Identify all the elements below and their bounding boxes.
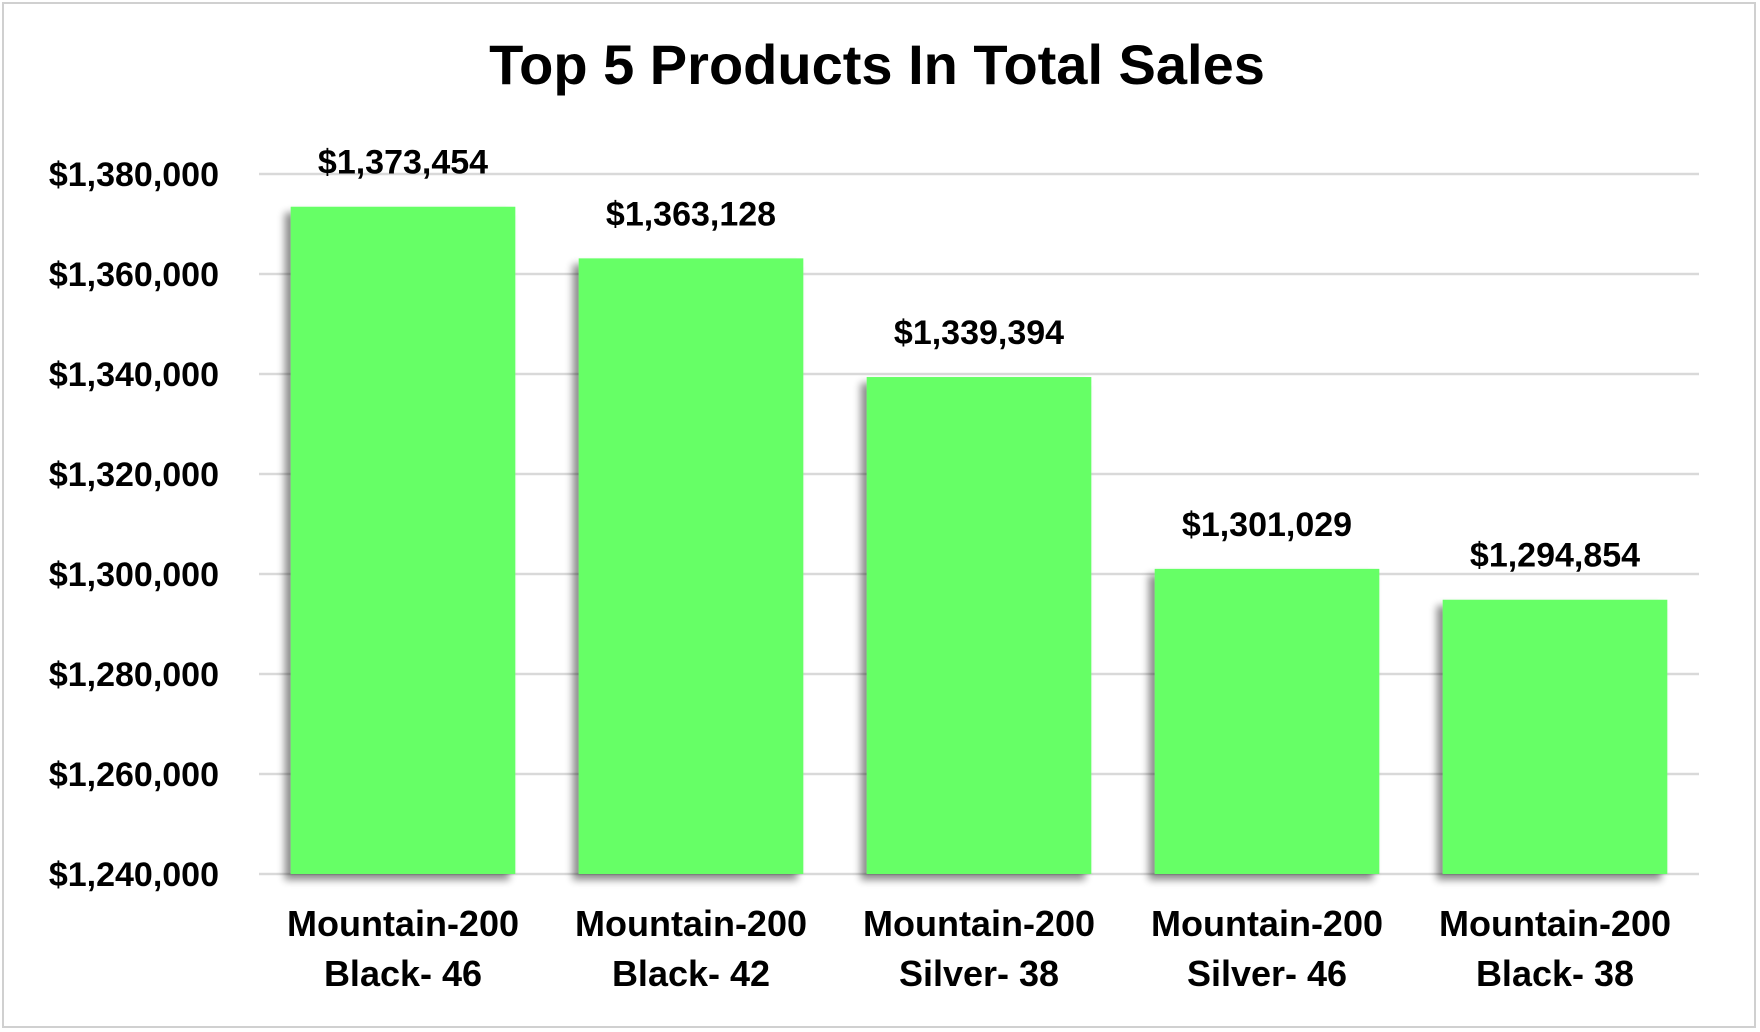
data-label: $1,363,128 [606,195,776,233]
bar [1154,568,1380,874]
bar [290,206,516,875]
y-tick-label: $1,340,000 [49,356,219,394]
bar [1442,599,1668,874]
data-labels: $1,373,454 $1,363,128 $1,339,394 $1,301,029… [318,144,1640,575]
x-category-label: Mountain-200 Black- 42 [575,903,807,994]
data-label: $1,373,454 [318,144,488,182]
y-tick-label: $1,260,000 [49,756,219,794]
y-tick-label: $1,320,000 [49,456,219,494]
data-label: $1,301,029 [1182,506,1352,544]
x-category-label: Mountain-200 Black- 46 [287,903,519,994]
bars [290,206,1668,875]
y-tick-label: $1,380,000 [49,156,219,194]
y-tick-label: $1,240,000 [49,856,219,894]
bar-chart: Top 5 Products In Total Sales $1,240,000… [49,33,1699,994]
x-category-label: Mountain-200 Silver- 46 [1151,903,1383,994]
data-label: $1,339,394 [894,314,1064,352]
x-category-label: Mountain-200 Silver- 38 [863,903,1095,994]
chart-title: Top 5 Products In Total Sales [489,33,1265,96]
y-tick-label: $1,360,000 [49,256,219,294]
data-label: $1,294,854 [1470,537,1640,575]
x-category-label: Mountain-200 Black- 38 [1439,903,1671,994]
bar [866,377,1092,874]
x-axis-category-labels: Mountain-200 Black- 46 Mountain-200 Black- … [287,903,1671,994]
bar [578,258,804,874]
y-axis-tick-labels: $1,240,000 $1,260,000 $1,280,000 $1,300,000… [49,156,219,894]
y-tick-label: $1,300,000 [49,556,219,594]
y-tick-label: $1,280,000 [49,656,219,694]
